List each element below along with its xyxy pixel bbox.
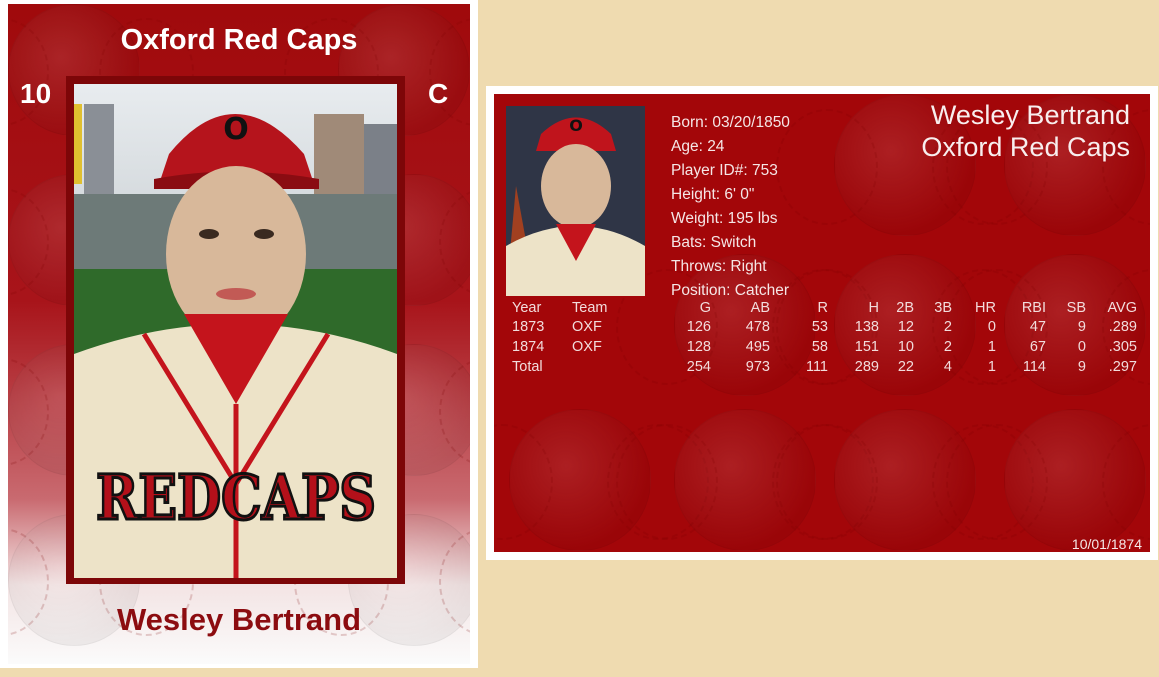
baseball-icon bbox=[776, 409, 1034, 551]
stats-cell: 53 bbox=[811, 319, 828, 335]
bio-born: Born: 03/20/1850 bbox=[671, 114, 790, 131]
photo-frame: O REDCAPS bbox=[66, 76, 405, 584]
stats-header-team: Team bbox=[572, 300, 608, 316]
front-card-face: Oxford Red Caps 10 C O bbox=[8, 4, 470, 664]
stats-cell: 478 bbox=[745, 319, 770, 335]
stats-cell: 151 bbox=[854, 339, 879, 355]
stats-cell: 9 bbox=[1077, 319, 1086, 335]
stats-header-ab: AB bbox=[750, 300, 770, 316]
player-portrait: O bbox=[506, 106, 645, 296]
stats-cell: .289 bbox=[1108, 319, 1137, 335]
stats-cell: 973 bbox=[745, 359, 770, 375]
stats-cell: Total bbox=[512, 359, 543, 375]
stats-cell: 495 bbox=[745, 339, 770, 355]
stats-cell: 4 bbox=[943, 359, 952, 375]
player-photo: O REDCAPS bbox=[74, 84, 397, 578]
stats-cell: OXF bbox=[572, 319, 602, 335]
stats-cell: 289 bbox=[854, 359, 879, 375]
stats-header-year: Year bbox=[512, 300, 542, 316]
card-date: 10/01/1874 bbox=[1071, 536, 1142, 552]
position-label: C bbox=[428, 78, 449, 109]
stats-cell: 12 bbox=[897, 319, 914, 335]
stats-cell: 47 bbox=[1029, 319, 1046, 335]
stats-cell: 9 bbox=[1077, 359, 1086, 375]
stats-header-g: G bbox=[699, 300, 711, 316]
baseball-icon bbox=[946, 409, 1150, 551]
stats-cell: 22 bbox=[897, 359, 914, 375]
stats-cell: 10 bbox=[897, 339, 914, 355]
cap-logo: O bbox=[223, 112, 249, 147]
stats-cell: 2 bbox=[943, 319, 952, 335]
stats-cell: 254 bbox=[686, 359, 711, 375]
bio-position: Position: Catcher bbox=[671, 282, 790, 299]
stats-header-rbi: RBI bbox=[1021, 300, 1046, 316]
stats-cell: 114 bbox=[1022, 359, 1046, 375]
stats-cell: 2 bbox=[943, 339, 952, 355]
bio-weight: Weight: 195 lbs bbox=[671, 210, 778, 227]
stats-header-h: H bbox=[868, 300, 879, 316]
jersey-number: 10 bbox=[20, 78, 52, 109]
team-title: Oxford Red Caps bbox=[120, 24, 358, 56]
back-team-name: Oxford Red Caps bbox=[921, 132, 1130, 162]
stats-cell: 111 bbox=[805, 359, 828, 375]
stats-cell: OXF bbox=[572, 339, 602, 355]
stats-cell: 138 bbox=[854, 319, 879, 335]
stats-cell: .297 bbox=[1108, 359, 1137, 375]
stats-header-r: R bbox=[817, 300, 828, 316]
baseball-icon bbox=[946, 94, 1150, 236]
bio-bats: Bats: Switch bbox=[671, 234, 757, 251]
stats-cell: 1 bbox=[987, 339, 996, 355]
stats-cell: 128 bbox=[686, 339, 711, 355]
back-card: O Born: 03/20/1850 Age: 24 Player ID#: 7… bbox=[486, 86, 1158, 560]
stats-cell: 67 bbox=[1029, 339, 1046, 355]
stats-cell: 1 bbox=[987, 359, 996, 375]
baseball-icon bbox=[946, 254, 1150, 396]
jersey-lettering: REDCAPS bbox=[96, 461, 376, 534]
bio-throws: Throws: Right bbox=[671, 258, 767, 275]
stats-cell: 58 bbox=[811, 339, 828, 355]
bio-age: Age: 24 bbox=[671, 138, 725, 155]
back-player-name: Wesley Bertrand bbox=[930, 100, 1130, 130]
stats-cell: 126 bbox=[686, 319, 711, 335]
stats-cell: 0 bbox=[987, 319, 996, 335]
stats-cell: 0 bbox=[1077, 339, 1086, 355]
stats-cell: .305 bbox=[1108, 339, 1137, 355]
bio-height: Height: 6' 0" bbox=[671, 186, 755, 203]
stats-cell: 1874 bbox=[512, 339, 545, 355]
stats-header-3b: 3B bbox=[934, 300, 952, 316]
svg-text:O: O bbox=[569, 116, 583, 135]
bio-player-id: Player ID#: 753 bbox=[671, 162, 778, 179]
stats-header-2b: 2B bbox=[896, 300, 914, 316]
stats-header-sb: SB bbox=[1066, 300, 1086, 316]
back-card-face: O Born: 03/20/1850 Age: 24 Player ID#: 7… bbox=[494, 94, 1150, 552]
front-card: Oxford Red Caps 10 C O bbox=[0, 0, 478, 668]
stats-cell: 1873 bbox=[512, 319, 545, 335]
player-name: Wesley Bertrand bbox=[116, 602, 362, 637]
stats-header-hr: HR bbox=[975, 300, 996, 316]
stats-header-avg: AVG bbox=[1107, 300, 1137, 316]
